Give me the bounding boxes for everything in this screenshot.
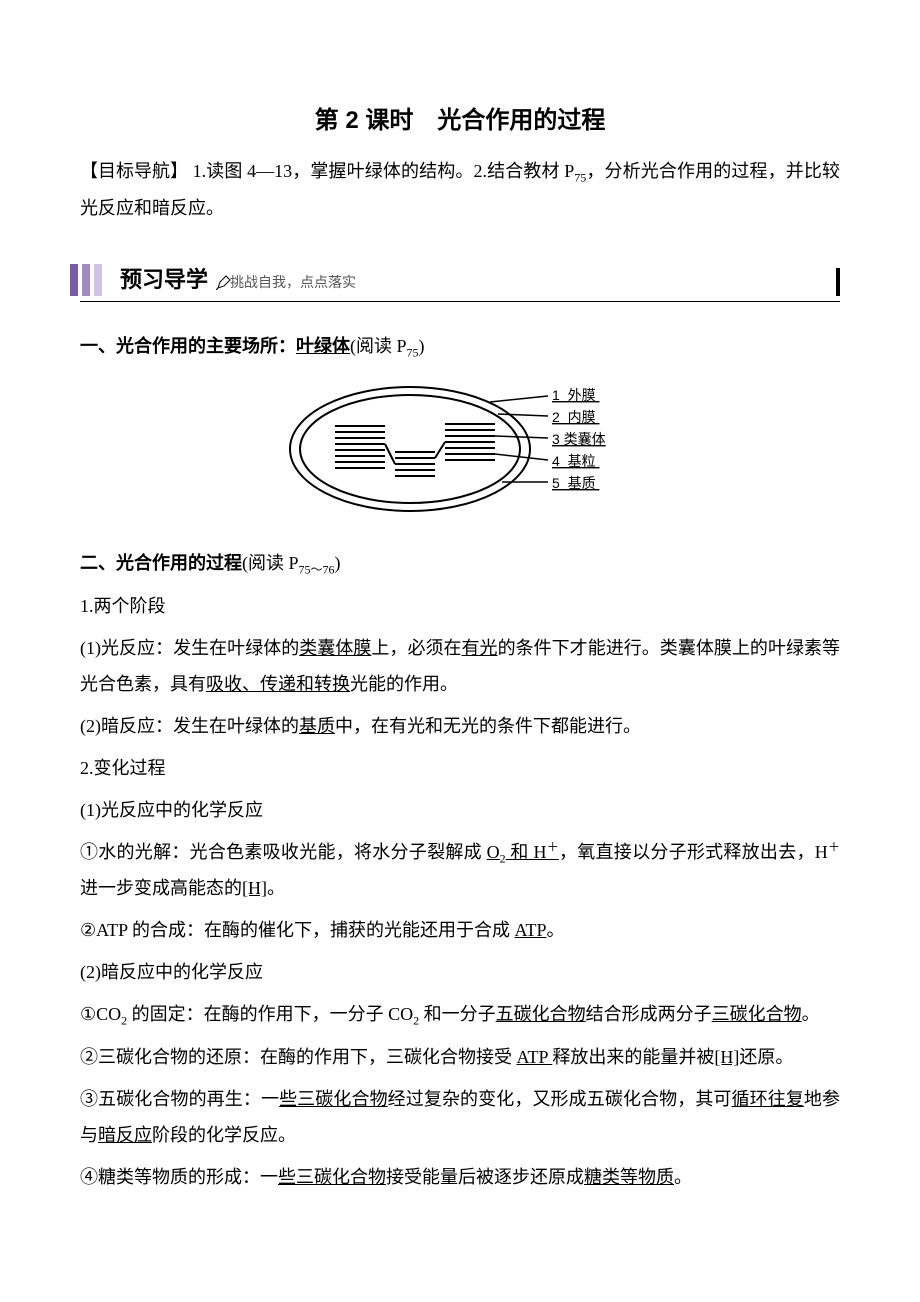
section2-heading: 二、光合作用的过程(阅读 P75～76) <box>80 545 840 582</box>
p7u1: ATP <box>514 920 546 940</box>
p2d: 光能的作用。 <box>350 674 458 694</box>
p10c: 还原。 <box>739 1047 793 1067</box>
p9c: 和一分子 <box>419 1004 496 1024</box>
page: 第 2 课时 光合作用的过程 【目标导航】 1.读图 4—13，掌握叶绿体的结构… <box>0 0 920 1302</box>
p5: (1)光反应中的化学反应 <box>80 792 840 828</box>
p9e: 。 <box>802 1004 820 1024</box>
p2u3: 吸收、传递和转换 <box>206 674 350 694</box>
p10a: ②三碳化合物的还原：在酶的作用下，三碳化合物接受 <box>80 1047 517 1067</box>
section2-sub: 75～76 <box>299 563 335 577</box>
p10: ②三碳化合物的还原：在酶的作用下，三碳化合物接受 ATP 释放出来的能量并被[H… <box>80 1039 840 1075</box>
objective-para: 【目标导航】 1.读图 4—13，掌握叶绿体的结构。2.结合教材 P75，分析光… <box>80 153 840 226</box>
p11a: ③五碳化合物的再生：一 <box>80 1089 279 1109</box>
section1-suffix: (阅读 P <box>350 336 407 356</box>
preview-label: 预习导学 <box>120 262 208 294</box>
p10b: 释放出来的能量并被 <box>552 1047 714 1067</box>
preview-underline <box>80 301 840 302</box>
p2u1: 类囊体膜 <box>299 638 371 658</box>
objective-text-a: 1.读图 4—13，掌握叶绿体的结构。2.结合教材 P <box>193 161 575 181</box>
diagram-label-4: 4 基粒 <box>552 453 599 469</box>
p7: ②ATP 的合成：在酶的催化下，捕获的光能还用于合成 ATP。 <box>80 912 840 948</box>
section1-heading: 一、光合作用的主要场所：叶绿体(阅读 P75) <box>80 328 840 365</box>
p9d: 结合形成两分子 <box>586 1004 712 1024</box>
p2: (1)光反应：发生在叶绿体的类囊体膜上，必须在有光的条件下才能进行。类囊体膜上的… <box>80 630 840 702</box>
p6: ①水的光解：光合色素吸收光能，将水分子裂解成 O2 和 H＋，氧直接以分子形式释… <box>80 834 840 907</box>
section1-prefix: 一、光合作用的主要场所： <box>80 336 296 356</box>
p6c: 进一步变成高能态的 <box>80 878 242 898</box>
preview-subtext: 挑战自我，点点落实 <box>230 272 356 292</box>
p12u1: 些三碳化合物 <box>278 1167 386 1187</box>
section2-b: (阅读 P <box>242 553 299 573</box>
p2a: (1)光反应：发生在叶绿体的 <box>80 638 299 658</box>
p6a: ①水的光解：光合色素吸收光能，将水分子裂解成 <box>80 842 487 862</box>
section2-a: 二、光合作用的过程 <box>80 553 242 573</box>
diagram-label-2: 2 内膜 <box>552 409 599 425</box>
preview-bars-icon <box>70 260 116 300</box>
preview-bar: 预习导学 挑战自我，点点落实 <box>80 260 840 306</box>
diagram-label-3: 3 类囊体 <box>552 431 606 447</box>
p3a: (2)暗反应：发生在叶绿体的 <box>80 716 299 736</box>
p9b: 的固定：在酶的作用下，一分子 CO <box>127 1004 413 1024</box>
p6u1: O2 和 H＋ <box>487 842 559 862</box>
p12u2: 糖类等物质 <box>584 1167 674 1187</box>
p12: ④糖类等物质的形成：一些三碳化合物接受能量后被逐步还原成糖类等物质。 <box>80 1159 840 1195</box>
spacer <box>80 232 840 250</box>
p6b: ，氧直接以分子形式释放出去，H <box>559 842 828 862</box>
section1-suffix2: ) <box>419 336 425 356</box>
p12a: ④糖类等物质的形成：一 <box>80 1167 278 1187</box>
section1-u: 叶绿体 <box>296 336 350 356</box>
p9u1: 五碳化合物 <box>496 1004 586 1024</box>
p11u3: 暗反应 <box>98 1125 152 1145</box>
diagram-label-1: 1 外膜 <box>552 387 599 403</box>
p7a: ②ATP 的合成：在酶的催化下，捕获的光能还用于合成 <box>80 920 514 940</box>
p2b: 上，必须在 <box>371 638 461 658</box>
p11u1: 些三碳化合物 <box>279 1089 388 1109</box>
lesson-title: 第 2 课时 光合作用的过程 <box>80 100 840 135</box>
p3: (2)暗反应：发生在叶绿体的基质中，在有光和无光的条件下都能进行。 <box>80 708 840 744</box>
p6sup: ＋ <box>828 840 840 854</box>
objective-sub: 75 <box>574 171 586 185</box>
section1-sub: 75 <box>407 345 419 359</box>
p9a: ①CO <box>80 1004 121 1024</box>
section2-c: ) <box>335 553 341 573</box>
p8: (2)暗反应中的化学反应 <box>80 954 840 990</box>
p12c: 。 <box>674 1167 692 1187</box>
p10u2: [H] <box>714 1047 739 1067</box>
p2u2: 有光 <box>462 638 498 658</box>
p7b: 。 <box>547 920 565 940</box>
p11: ③五碳化合物的再生：一些三碳化合物经过复杂的变化，又形成五碳化合物，其可循环往复… <box>80 1081 840 1153</box>
p6u1sup: ＋ <box>546 840 559 854</box>
chloroplast-diagram: 1 外膜 2 内膜 3 类囊体 4 基粒 5 基质 <box>80 374 840 529</box>
p6u2: [H] <box>242 878 267 898</box>
p6d: 。 <box>267 878 285 898</box>
p3b: 中，在有光和无光的条件下都能进行。 <box>335 716 641 736</box>
p11b: 经过复杂的变化，又形成五碳化合物，其可 <box>388 1089 732 1109</box>
p6u1b: 和 H <box>506 842 547 862</box>
p11d: 阶段的化学反应。 <box>152 1125 296 1145</box>
p6u1a: O <box>487 842 500 862</box>
diagram-label-5: 5 基质 <box>552 475 599 491</box>
objective-label: 【目标导航】 <box>80 153 188 189</box>
p4: 2.变化过程 <box>80 750 840 786</box>
p9u2: 三碳化合物 <box>712 1004 802 1024</box>
p1: 1.两个阶段 <box>80 588 840 624</box>
p11u2: 循环往复 <box>732 1089 804 1109</box>
preview-right-cap <box>836 268 840 296</box>
p3u1: 基质 <box>299 716 335 736</box>
p10u1: ATP <box>517 1047 553 1067</box>
p9: ①CO2 的固定：在酶的作用下，一分子 CO2 和一分子五碳化合物结合形成两分子… <box>80 996 840 1033</box>
p12b: 接受能量后被逐步还原成 <box>386 1167 584 1187</box>
